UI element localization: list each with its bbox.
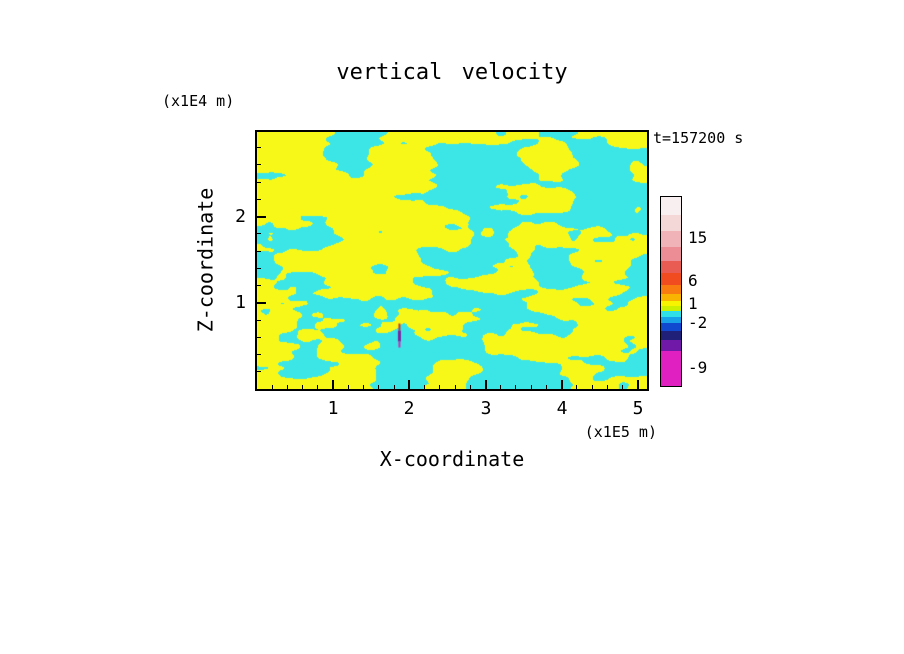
axis-tick	[257, 371, 261, 373]
axis-tick	[257, 301, 266, 304]
axis-tick	[257, 147, 261, 149]
axis-tick	[454, 385, 456, 389]
axis-tick	[622, 385, 624, 389]
axis-tick	[363, 385, 365, 389]
colorbar-segment	[661, 260, 681, 273]
velocity-field-canvas	[257, 132, 647, 389]
axis-tick	[515, 385, 517, 389]
x-tick-label: 3	[480, 398, 492, 419]
axis-tick	[424, 385, 426, 389]
colorbar-segment	[661, 197, 681, 216]
colorbar-tick-label: 6	[688, 271, 698, 290]
axis-tick	[257, 354, 261, 355]
axis-tick	[302, 385, 304, 389]
plot-area	[255, 130, 649, 391]
colorbar-tick-label: 1	[688, 294, 698, 313]
colorbar-segment	[661, 246, 681, 261]
colorbar-segment	[661, 284, 681, 294]
axis-tick	[484, 380, 487, 389]
x-tick-label: 4	[556, 398, 568, 419]
axis-tick	[257, 250, 261, 252]
colorbar-segment	[661, 293, 681, 302]
colorbar-segment	[661, 323, 681, 332]
colorbar-segment	[661, 317, 681, 324]
ticks-layer	[257, 132, 647, 389]
axis-tick	[332, 380, 335, 389]
axis-tick	[393, 385, 395, 389]
colorbar-segment	[661, 272, 681, 285]
axis-tick	[439, 385, 441, 389]
colorbar-segment	[661, 331, 681, 341]
x-tick-label: 1	[327, 398, 339, 419]
axis-tick	[257, 181, 261, 183]
colorbar-segment	[661, 340, 681, 351]
axis-tick	[576, 385, 578, 389]
time-annotation: t=157200 s	[653, 129, 744, 147]
axis-tick	[257, 267, 261, 269]
axis-tick	[271, 385, 273, 389]
x-axis-unit-label: (x1E5 m)	[584, 423, 657, 441]
colorbar-tick-label: 15	[688, 228, 708, 247]
colorbar-tick-label: -9	[688, 358, 708, 377]
colorbar-tick-label: -2	[688, 313, 708, 332]
y-tick-label: 1	[235, 292, 246, 313]
axis-tick	[257, 319, 261, 321]
colorbar-segment	[661, 231, 681, 247]
y-tick-label: 2	[235, 206, 246, 227]
axis-tick	[317, 385, 319, 389]
colorbar-segment	[661, 311, 681, 318]
axis-tick	[560, 380, 563, 389]
y-axis-unit-label: (x1E4 m)	[162, 92, 235, 110]
axis-tick	[257, 233, 261, 235]
axis-tick	[469, 385, 471, 389]
colorbar	[660, 196, 682, 387]
axis-tick	[530, 385, 532, 389]
colorbar-segment	[661, 215, 681, 232]
x-tick-label: 2	[403, 398, 415, 419]
axis-tick	[286, 385, 288, 389]
colorbar-segment	[661, 301, 681, 307]
y-axis-title: Z-coordinate	[193, 187, 218, 333]
axis-tick	[636, 380, 639, 389]
axis-tick	[257, 336, 261, 338]
axis-tick	[408, 380, 411, 389]
axis-tick	[257, 164, 261, 166]
axis-tick	[606, 385, 608, 389]
axis-tick	[545, 385, 547, 389]
axis-tick	[347, 385, 349, 389]
colorbar-segment	[661, 306, 681, 312]
chart-title: vertical velocity	[336, 60, 568, 85]
axis-tick	[257, 198, 261, 200]
axis-tick	[500, 385, 502, 389]
colorbar-labels: 15 6 1 -2 -9	[688, 196, 732, 385]
colorbar-segment	[661, 350, 681, 386]
axis-tick	[257, 285, 261, 286]
axis-tick	[591, 385, 593, 389]
axis-tick	[378, 385, 380, 389]
x-axis-title: X-coordinate	[379, 447, 525, 471]
axis-tick	[257, 215, 266, 218]
x-tick-label: 5	[632, 398, 644, 419]
